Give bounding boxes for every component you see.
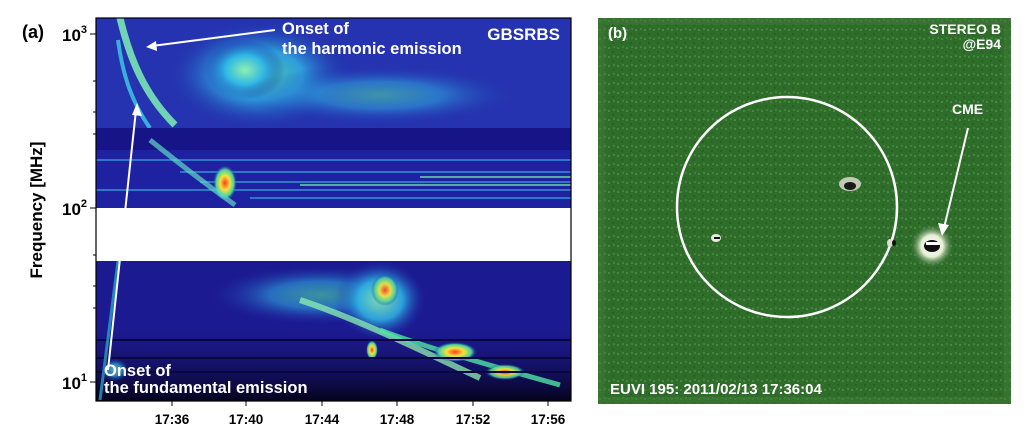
panel-a-spectrogram: 103 102 101 17:36 17:40 17:44 17:48 17:5… xyxy=(22,17,572,427)
euvi-caption: EUVI 195: 2011/02/13 17:36:04 xyxy=(610,381,822,398)
active-region-features xyxy=(711,177,896,247)
y-tick-marks xyxy=(90,33,96,383)
ytick-label-1000: 103 xyxy=(62,24,87,45)
cme-feature xyxy=(910,224,954,268)
fundamental-annotation-line2: the fundamental emission xyxy=(104,379,308,397)
position-label: @E94 xyxy=(962,36,1001,52)
panel-b-euvi-image: (b) STEREO B @E94 CME EUVI 195: 2011/02/… xyxy=(591,11,1018,411)
harmonic-annotation-line2: the harmonic emission xyxy=(282,40,462,58)
harmonic-annotation-line1: Onset of xyxy=(282,20,349,38)
spectrogram-svg: 103 102 101 17:36 17:40 17:44 17:48 17:5… xyxy=(22,17,572,427)
xtick-label: 17:36 xyxy=(155,412,190,427)
spacecraft-label: STEREO B xyxy=(929,21,1001,37)
plot-frame xyxy=(95,17,572,402)
x-tick-labels: 17:36 17:40 17:44 17:48 17:52 17:56 xyxy=(155,412,566,427)
xtick-label: 17:48 xyxy=(380,412,415,427)
annotation-arrows xyxy=(107,29,276,371)
spectrogram-upper-band xyxy=(96,18,571,208)
cme-arrow xyxy=(943,127,969,229)
y-axis-label: Frequency [MHz] xyxy=(27,142,46,279)
panel-a-label: (a) xyxy=(22,22,44,42)
ytick-label-100: 102 xyxy=(62,198,87,219)
x-tick-marks xyxy=(171,401,549,406)
solar-limb-circle xyxy=(675,95,899,319)
euvi-background xyxy=(598,18,1011,404)
cme-arrow-head xyxy=(938,223,949,236)
xtick-label: 17:44 xyxy=(305,412,340,427)
xtick-label: 17:56 xyxy=(531,412,566,427)
instrument-label: GBSRBS xyxy=(487,25,560,44)
xtick-label: 17:52 xyxy=(456,412,491,427)
cme-label: CME xyxy=(952,101,983,117)
euvi-svg: (b) STEREO B @E94 CME EUVI 195: 2011/02/… xyxy=(591,11,1018,411)
ytick-label-10: 101 xyxy=(62,372,87,393)
spectrogram-lower-band xyxy=(96,261,571,401)
fundamental-annotation-line1: Onset of xyxy=(104,362,171,380)
y-tick-labels: 103 102 101 xyxy=(62,24,87,393)
panel-b-label: (b) xyxy=(608,25,627,42)
data-gap xyxy=(96,208,571,261)
xtick-label: 17:40 xyxy=(229,412,264,427)
